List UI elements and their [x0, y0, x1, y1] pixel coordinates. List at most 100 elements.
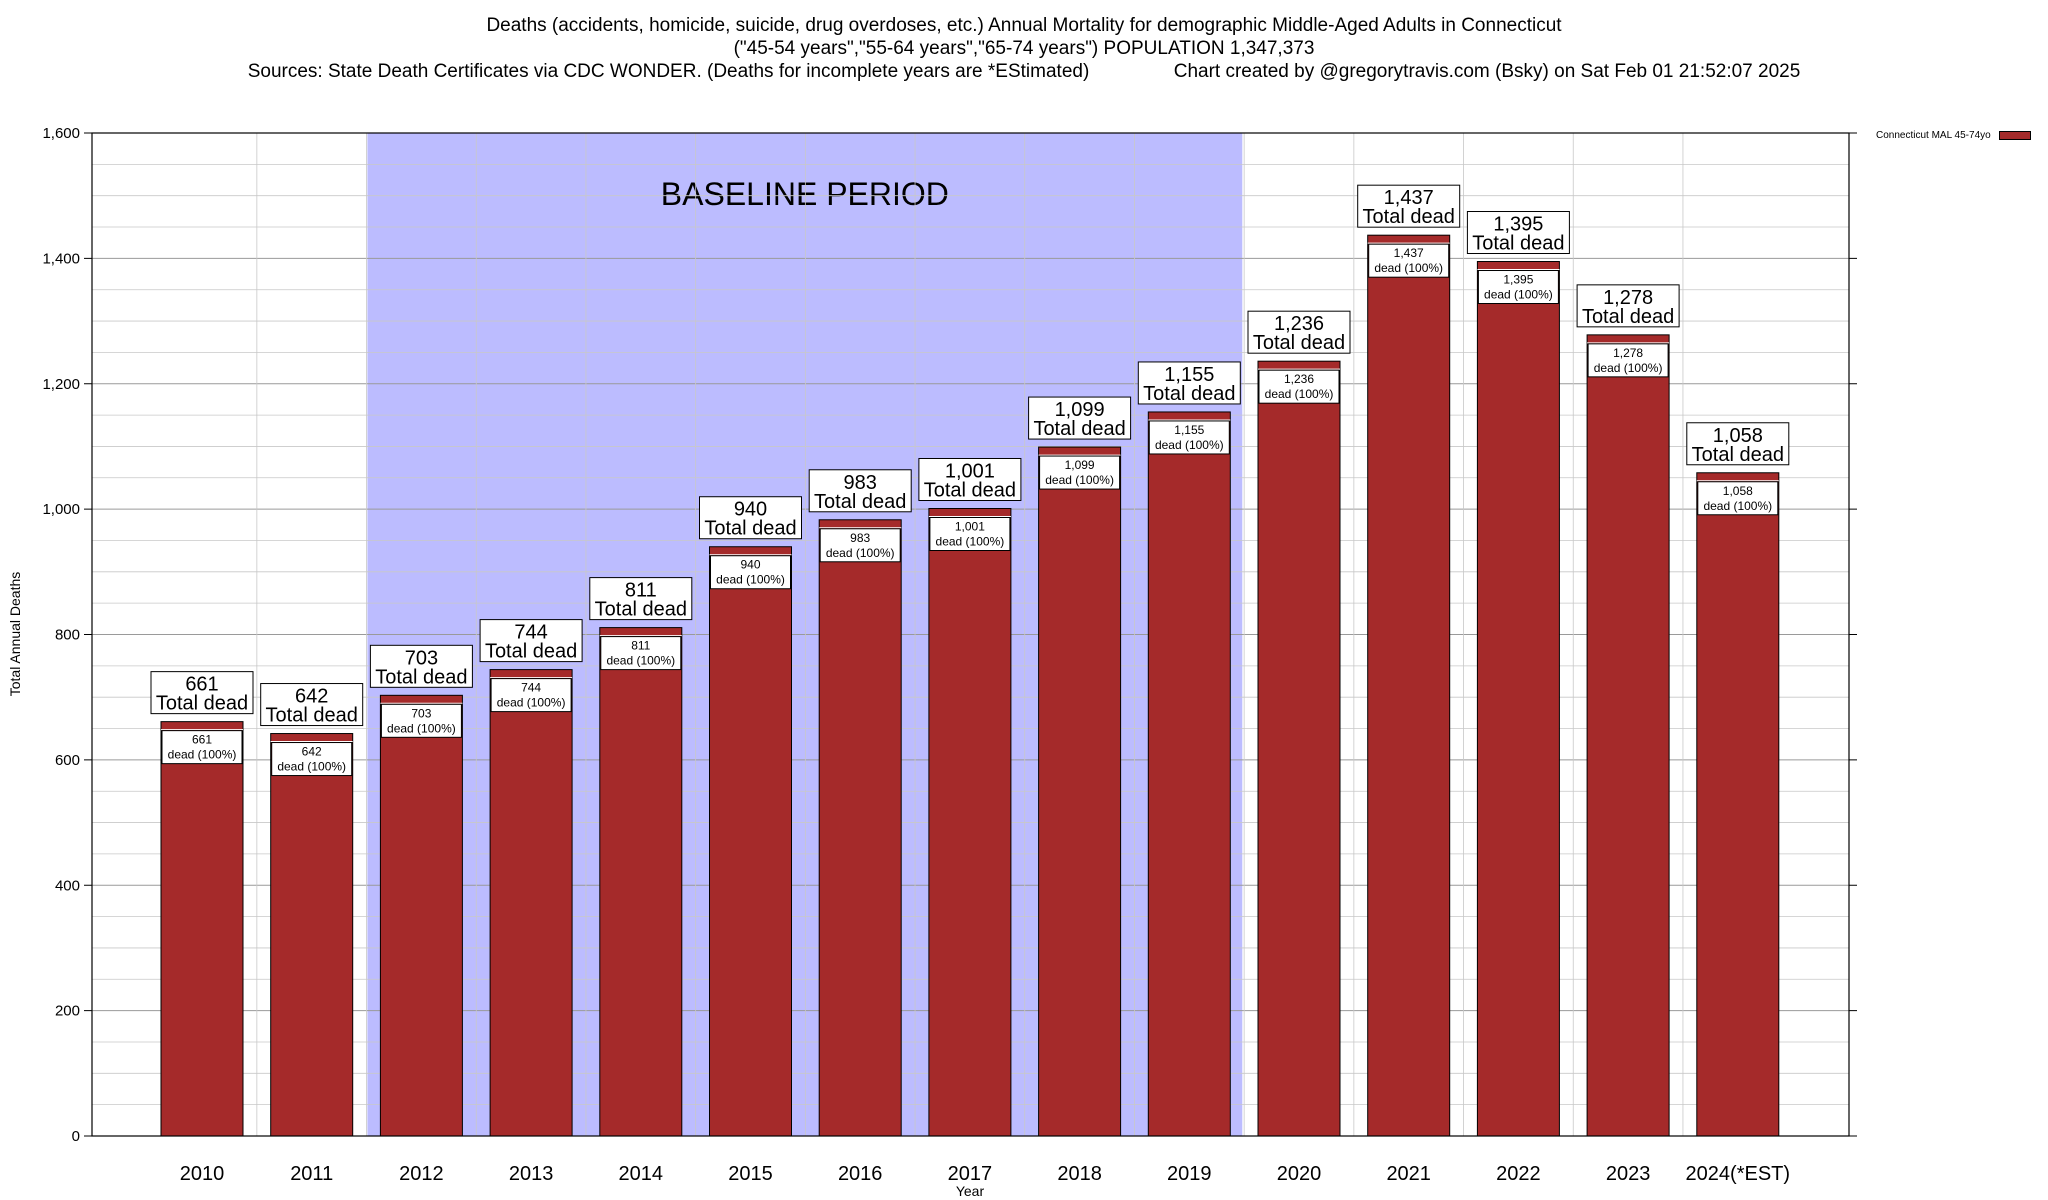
legend-label: Connecticut MAL 45-74yo [1876, 130, 1991, 141]
chart-title-block: Deaths (accidents, homicide, suicide, dr… [0, 14, 2048, 83]
total-label-box [150, 671, 254, 715]
bar-2022 [1476, 261, 1560, 1137]
total-label-box [918, 457, 1022, 501]
x-tick-label: 2022 [1496, 1163, 1541, 1185]
total-value-label: 983 [844, 472, 877, 494]
total-dead-label: Total dead [1692, 444, 1784, 466]
inner-dead-label: dead (100%) [387, 721, 456, 735]
inner-dead-label: dead (100%) [716, 573, 785, 587]
inner-dead-label: dead (100%) [1265, 387, 1334, 401]
bar-2014 [599, 627, 683, 1137]
inner-value-label: 744 [521, 681, 541, 695]
baseline-period-label: BASELINE PERIOD [661, 176, 949, 212]
inner-value-label: 1,278 [1613, 346, 1643, 360]
inner-dead-label: dead (100%) [1594, 361, 1663, 375]
x-tick-label: 2016 [838, 1163, 883, 1185]
axis-layer: 2010 2011 2012 2013 2014 2015 2016 2017 2018 2019… [42, 125, 1857, 1185]
inner-label-box [271, 742, 353, 777]
inner-dead-label: dead (100%) [1484, 288, 1553, 302]
inner-dead-label: dead (100%) [606, 654, 675, 668]
total-dead-label: Total dead [1472, 233, 1564, 255]
x-tick-label: 2017 [948, 1163, 993, 1185]
x-tick-label: 2014 [619, 1163, 664, 1185]
bar-2016 [818, 519, 902, 1137]
total-label-box [808, 469, 912, 513]
inner-label-box [929, 516, 1011, 551]
total-dead-label: Total dead [924, 479, 1016, 501]
inner-dead-label: dead (100%) [168, 748, 237, 762]
inner-dead-label: dead (100%) [1374, 261, 1443, 275]
legend: Connecticut MAL 45-74yo [1876, 130, 2031, 141]
total-label-box [479, 619, 583, 663]
x-tick-label: 2023 [1606, 1163, 1651, 1185]
bar-2012 [379, 694, 463, 1137]
total-dead-label: Total dead [485, 641, 577, 663]
total-label-box [1686, 422, 1790, 466]
inner-dead-label: dead (100%) [1155, 438, 1224, 452]
total-dead-label: Total dead [266, 705, 358, 727]
x-tick-label: 2015 [728, 1163, 773, 1185]
x-tick-label: 2020 [1277, 1163, 1322, 1185]
y-tick-label: 1,600 [42, 125, 80, 142]
inner-value-label: 1,099 [1065, 458, 1095, 472]
inner-value-label: 661 [192, 733, 212, 747]
total-value-label: 1,437 [1384, 187, 1434, 209]
inner-value-label: 1,395 [1503, 273, 1533, 287]
inner-label-box [1368, 243, 1450, 278]
bar-2017 [928, 507, 1012, 1137]
inner-label-box [710, 555, 791, 590]
inner-dead-label: dead (100%) [1703, 499, 1772, 513]
inner-value-label: 1,001 [955, 519, 985, 533]
inner-dead-label: dead (100%) [277, 760, 346, 774]
inner-value-label: 642 [302, 745, 322, 759]
bar-2015 [709, 546, 792, 1137]
chart-subtitle: ("45-54 years","55-64 years","65-74 year… [733, 38, 1315, 59]
inner-label-box [600, 636, 682, 671]
x-tick-label: 2013 [509, 1163, 554, 1185]
total-dead-label: Total dead [1033, 418, 1125, 440]
inner-value-label: 1,236 [1284, 372, 1314, 386]
total-value-label: 1,155 [1164, 364, 1214, 386]
total-label-box [260, 683, 364, 727]
x-axis-label: Year [956, 1183, 985, 1199]
total-dead-label: Total dead [1143, 383, 1235, 405]
total-label-box [1576, 284, 1680, 328]
total-label-box [699, 496, 802, 540]
y-tick-label: 400 [55, 877, 80, 894]
y-tick-label: 600 [55, 752, 80, 769]
y-tick-label: 1,400 [42, 250, 80, 267]
bar-2024(*EST) [1696, 472, 1780, 1137]
total-value-label: 1,099 [1055, 399, 1105, 421]
bar-2010 [160, 721, 244, 1137]
inner-value-label: 1,437 [1394, 246, 1424, 260]
x-tick-label: 2012 [399, 1163, 444, 1185]
total-dead-label: Total dead [814, 491, 906, 513]
inner-label-box [1697, 481, 1779, 516]
bar-2023 [1586, 334, 1670, 1137]
inner-dead-label: dead (100%) [1045, 473, 1114, 487]
total-dead-label: Total dead [1363, 206, 1455, 228]
chart-sources: Sources: State Death Certificates via CD… [247, 61, 1801, 82]
inner-label-box [1587, 343, 1669, 378]
inner-value-label: 811 [631, 639, 650, 653]
total-dead-label: Total dead [1253, 332, 1345, 354]
total-label-box [1247, 310, 1351, 354]
y-tick-label: 0 [72, 1128, 80, 1145]
y-tick-label: 1,000 [42, 501, 80, 518]
total-value-label: 744 [514, 622, 547, 644]
total-label-box [1137, 361, 1241, 405]
inner-dead-label: dead (100%) [826, 546, 895, 560]
x-tick-label: 2021 [1386, 1163, 1431, 1185]
inner-label-box [819, 528, 901, 563]
legend-swatch [1998, 131, 2031, 140]
inner-label-box [380, 703, 462, 738]
total-value-label: 1,058 [1713, 425, 1763, 447]
total-label-box [1466, 211, 1570, 255]
bar-2013 [489, 669, 573, 1137]
total-value-label: 642 [295, 686, 328, 708]
inner-value-label: 703 [411, 706, 431, 720]
bar-2011 [270, 733, 354, 1137]
x-tick-label: 2010 [180, 1163, 225, 1185]
total-label-box [1357, 184, 1461, 228]
